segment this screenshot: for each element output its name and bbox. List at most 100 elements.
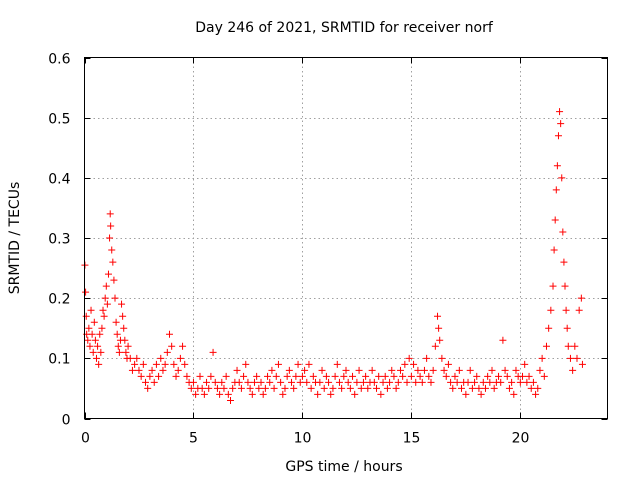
x-axis-title: GPS time / hours: [285, 459, 402, 475]
chart-title: Day 246 of 2021, SRMTID for receiver nor…: [195, 20, 494, 36]
data-point: [235, 378, 243, 386]
data-point: [525, 372, 533, 380]
data-point: [102, 282, 110, 290]
data-point: [207, 372, 215, 380]
data-point: [435, 324, 443, 332]
data-point: [155, 372, 163, 380]
data-point: [551, 216, 559, 224]
data-point: [220, 384, 228, 392]
data-point: [519, 372, 527, 380]
data-point: [248, 390, 256, 398]
data-point: [455, 366, 463, 374]
y-tick-label: 0.2: [48, 292, 70, 308]
data-point: [416, 372, 424, 380]
data-point: [216, 390, 224, 398]
data-point: [373, 384, 381, 392]
data-point: [244, 378, 252, 386]
data-point: [189, 378, 197, 386]
data-point: [412, 378, 420, 386]
data-point: [388, 366, 396, 374]
data-point: [338, 384, 346, 392]
data-point: [179, 342, 187, 350]
data-point: [527, 384, 535, 392]
y-tick-label: 0.4: [48, 172, 70, 188]
data-point: [559, 228, 567, 236]
data-point: [314, 390, 322, 398]
data-point: [440, 366, 448, 374]
data-point: [471, 378, 479, 386]
data-point: [146, 372, 154, 380]
data-point: [100, 312, 108, 320]
data-point: [438, 354, 446, 362]
data-point: [490, 384, 498, 392]
data-point: [205, 384, 213, 392]
x-tick-labels: 0 5 10 15 20: [81, 431, 529, 447]
data-point: [250, 378, 258, 386]
data-point: [464, 378, 472, 386]
data-point: [264, 372, 272, 380]
data-point: [357, 384, 365, 392]
data-point: [110, 276, 118, 284]
data-point: [508, 378, 516, 386]
data-point: [84, 336, 92, 344]
data-point: [542, 342, 550, 350]
data-point: [255, 384, 263, 392]
data-point: [532, 390, 540, 398]
data-point: [196, 372, 204, 380]
data-point: [198, 384, 206, 392]
data-point: [115, 348, 123, 356]
data-point: [396, 366, 404, 374]
data-point: [557, 120, 565, 128]
data-point: [224, 390, 232, 398]
data-point: [571, 342, 579, 350]
data-point: [218, 378, 226, 386]
data-point: [292, 372, 300, 380]
data-point: [108, 246, 116, 254]
data-point: [119, 312, 127, 320]
data-point: [128, 366, 136, 374]
data-point: [375, 372, 383, 380]
data-point: [298, 372, 306, 380]
data-point: [423, 354, 431, 362]
data-point: [353, 378, 361, 386]
data-point: [320, 384, 328, 392]
y-axis-title: SRMTID / TECUs: [7, 182, 23, 295]
y-tick-label: 0.5: [48, 112, 70, 128]
data-point: [505, 384, 513, 392]
data-point: [466, 366, 474, 374]
data-point: [425, 372, 433, 380]
data-point: [418, 378, 426, 386]
data-point: [170, 360, 178, 368]
data-point: [163, 348, 171, 356]
data-point: [112, 318, 120, 326]
data-point: [277, 378, 285, 386]
data-point: [253, 372, 261, 380]
data-point: [86, 342, 94, 350]
data-point: [213, 384, 221, 392]
y-tick-label: 0: [62, 413, 71, 429]
data-point: [523, 378, 531, 386]
data-point: [414, 366, 422, 374]
grid-lines: [84, 57, 608, 419]
data-point: [203, 378, 211, 386]
data-point: [126, 354, 134, 362]
data-point: [429, 366, 437, 374]
data-point: [499, 336, 507, 344]
data-point: [101, 294, 109, 302]
data-point: [521, 360, 529, 368]
data-point: [386, 378, 394, 386]
data-point: [222, 372, 230, 380]
data-points: [81, 108, 586, 404]
data-point: [536, 366, 544, 374]
data-point: [436, 336, 444, 344]
data-point: [484, 372, 492, 380]
data-point: [113, 330, 121, 338]
data-point: [176, 354, 184, 362]
data-point: [82, 288, 90, 296]
data-point: [121, 336, 129, 344]
data-point: [381, 372, 389, 380]
data-point: [453, 378, 461, 386]
data-point: [503, 372, 511, 380]
y-tick-label: 0.3: [48, 232, 70, 248]
